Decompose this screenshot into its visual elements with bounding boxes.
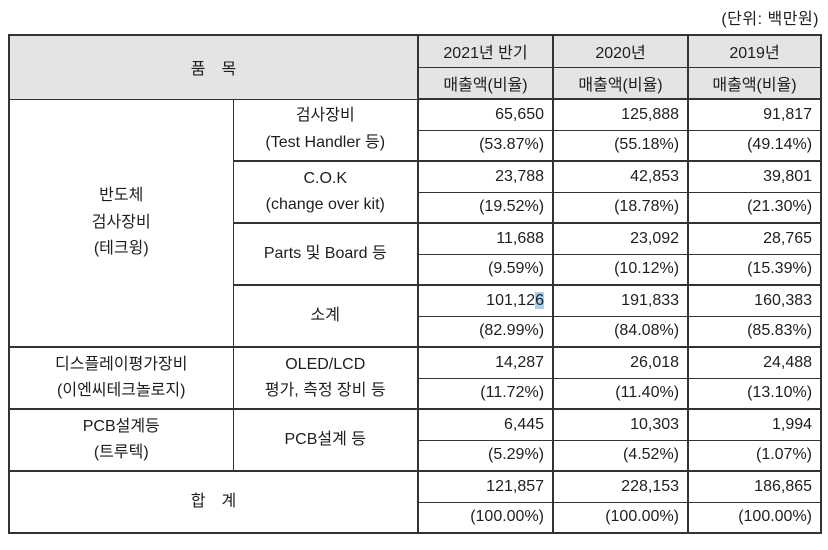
pcb-2019-value: 1,994 bbox=[687, 408, 822, 441]
item-oled-lcd-label: OLED/LCD 평가, 측정 장비 등 bbox=[232, 346, 419, 410]
item-pcb-label: PCB설계 등 bbox=[232, 408, 419, 472]
subtotal-2021-value: 101,126 bbox=[417, 284, 554, 317]
display-2021-ratio: (11.72%) bbox=[417, 377, 554, 410]
category-semiconductor-line1: 반도체 bbox=[99, 187, 144, 205]
subtotal-2020-ratio: (84.08%) bbox=[552, 315, 689, 348]
pcb-2019-ratio: (1.07%) bbox=[687, 439, 822, 472]
header-measure-2021: 매출액(비율) bbox=[417, 66, 554, 100]
parts-2019-value: 28,765 bbox=[687, 222, 822, 255]
inspection-2020-ratio: (55.18%) bbox=[552, 129, 689, 162]
item-oled-lcd-line2: 평가, 측정 장비 등 bbox=[264, 382, 386, 399]
header-period-2020: 2020년 bbox=[552, 34, 689, 68]
pcb-2021-ratio: (5.29%) bbox=[417, 439, 554, 472]
pcb-2020-value: 10,303 bbox=[552, 408, 689, 441]
header-period-2021-half: 2021년 반기 bbox=[417, 34, 554, 68]
parts-2021-value: 11,688 bbox=[417, 222, 554, 255]
item-parts-line1: Parts 및 Board 등 bbox=[263, 244, 387, 262]
item-parts-label: Parts 및 Board 등 bbox=[232, 222, 419, 286]
parts-2020-ratio: (10.12%) bbox=[552, 253, 689, 286]
item-pcb-line1: PCB설계 등 bbox=[284, 430, 367, 448]
total-2021-ratio: (100.00%) bbox=[417, 501, 554, 534]
total-2020-value: 228,153 bbox=[552, 470, 689, 503]
total-2020-ratio: (100.00%) bbox=[552, 501, 689, 534]
subtotal-2019-ratio: (85.83%) bbox=[687, 315, 822, 348]
total-2019-ratio: (100.00%) bbox=[687, 501, 822, 534]
display-2019-ratio: (13.10%) bbox=[687, 377, 822, 410]
item-subtotal-line1: 소계 bbox=[310, 306, 340, 324]
item-subtotal-label: 소계 bbox=[232, 284, 419, 348]
inspection-2021-ratio: (53.87%) bbox=[417, 129, 554, 162]
inspection-2019-ratio: (49.14%) bbox=[687, 129, 822, 162]
cok-2019-value: 39,801 bbox=[687, 160, 822, 193]
inspection-2019-value: 91,817 bbox=[687, 98, 822, 131]
subtotal-2019-value: 160,383 bbox=[687, 284, 822, 317]
subtotal-2021-ratio: (82.99%) bbox=[417, 315, 554, 348]
item-inspection-line2: (Test Handler 등) bbox=[265, 133, 386, 151]
display-2020-value: 26,018 bbox=[552, 346, 689, 379]
display-2019-value: 24,488 bbox=[687, 346, 822, 379]
item-oled-lcd-line1: OLED/LCD bbox=[285, 355, 366, 373]
category-semiconductor-line3: (테크윙) bbox=[93, 239, 149, 257]
header-item-column: 품 목 bbox=[8, 34, 419, 100]
display-2021-value: 14,287 bbox=[417, 346, 554, 379]
category-display-line2: (이엔씨테크놀로지) bbox=[57, 382, 186, 399]
subtotal-2021-value-prefix: 101,12 bbox=[486, 291, 536, 309]
subtotal-2020-value: 191,833 bbox=[552, 284, 689, 317]
total-2019-value: 186,865 bbox=[687, 470, 822, 503]
category-pcb: PCB설계등 (트루텍) bbox=[8, 408, 234, 472]
item-cok-line1: C.O.K bbox=[303, 169, 348, 187]
inspection-2021-value: 65,650 bbox=[417, 98, 554, 131]
cok-2021-value: 23,788 bbox=[417, 160, 554, 193]
sales-by-product-table: 품 목 2021년 반기 2020년 2019년 매출액(비율) 매출액(비율)… bbox=[8, 34, 823, 534]
unit-label: (단위: 백만원) bbox=[721, 11, 819, 28]
category-semiconductor: 반도체 검사장비 (테크윙) bbox=[8, 98, 234, 348]
category-display: 디스플레이평가장비 (이엔씨테크놀로지) bbox=[8, 346, 234, 410]
pcb-2020-ratio: (4.52%) bbox=[552, 439, 689, 472]
category-pcb-line1: PCB설계등 bbox=[82, 417, 160, 435]
total-2021-value: 121,857 bbox=[417, 470, 554, 503]
header-measure-2019: 매출액(비율) bbox=[687, 66, 822, 100]
inspection-2020-value: 125,888 bbox=[552, 98, 689, 131]
cok-2021-ratio: (19.52%) bbox=[417, 191, 554, 224]
category-pcb-line2: (트루텍) bbox=[93, 444, 149, 461]
display-2020-ratio: (11.40%) bbox=[552, 377, 689, 410]
cok-2019-ratio: (21.30%) bbox=[687, 191, 822, 224]
item-cok-label: C.O.K (change over kit) bbox=[232, 160, 419, 224]
cok-2020-value: 42,853 bbox=[552, 160, 689, 193]
item-inspection-label: 검사장비 (Test Handler 등) bbox=[232, 98, 419, 162]
parts-2019-ratio: (15.39%) bbox=[687, 253, 822, 286]
item-cok-line2: (change over kit) bbox=[265, 196, 385, 213]
item-inspection-line1: 검사장비 bbox=[295, 107, 355, 125]
parts-2020-value: 23,092 bbox=[552, 222, 689, 255]
category-display-line1: 디스플레이평가장비 bbox=[55, 355, 188, 373]
subtotal-2021-value-selected-char: 6 bbox=[535, 291, 545, 309]
header-measure-2020: 매출액(비율) bbox=[552, 66, 689, 100]
pcb-2021-value: 6,445 bbox=[417, 408, 554, 441]
parts-2021-ratio: (9.59%) bbox=[417, 253, 554, 286]
total-label: 합 계 bbox=[8, 470, 419, 534]
header-period-2019: 2019년 bbox=[687, 34, 822, 68]
category-semiconductor-line2: 검사장비 bbox=[91, 213, 151, 231]
cok-2020-ratio: (18.78%) bbox=[552, 191, 689, 224]
